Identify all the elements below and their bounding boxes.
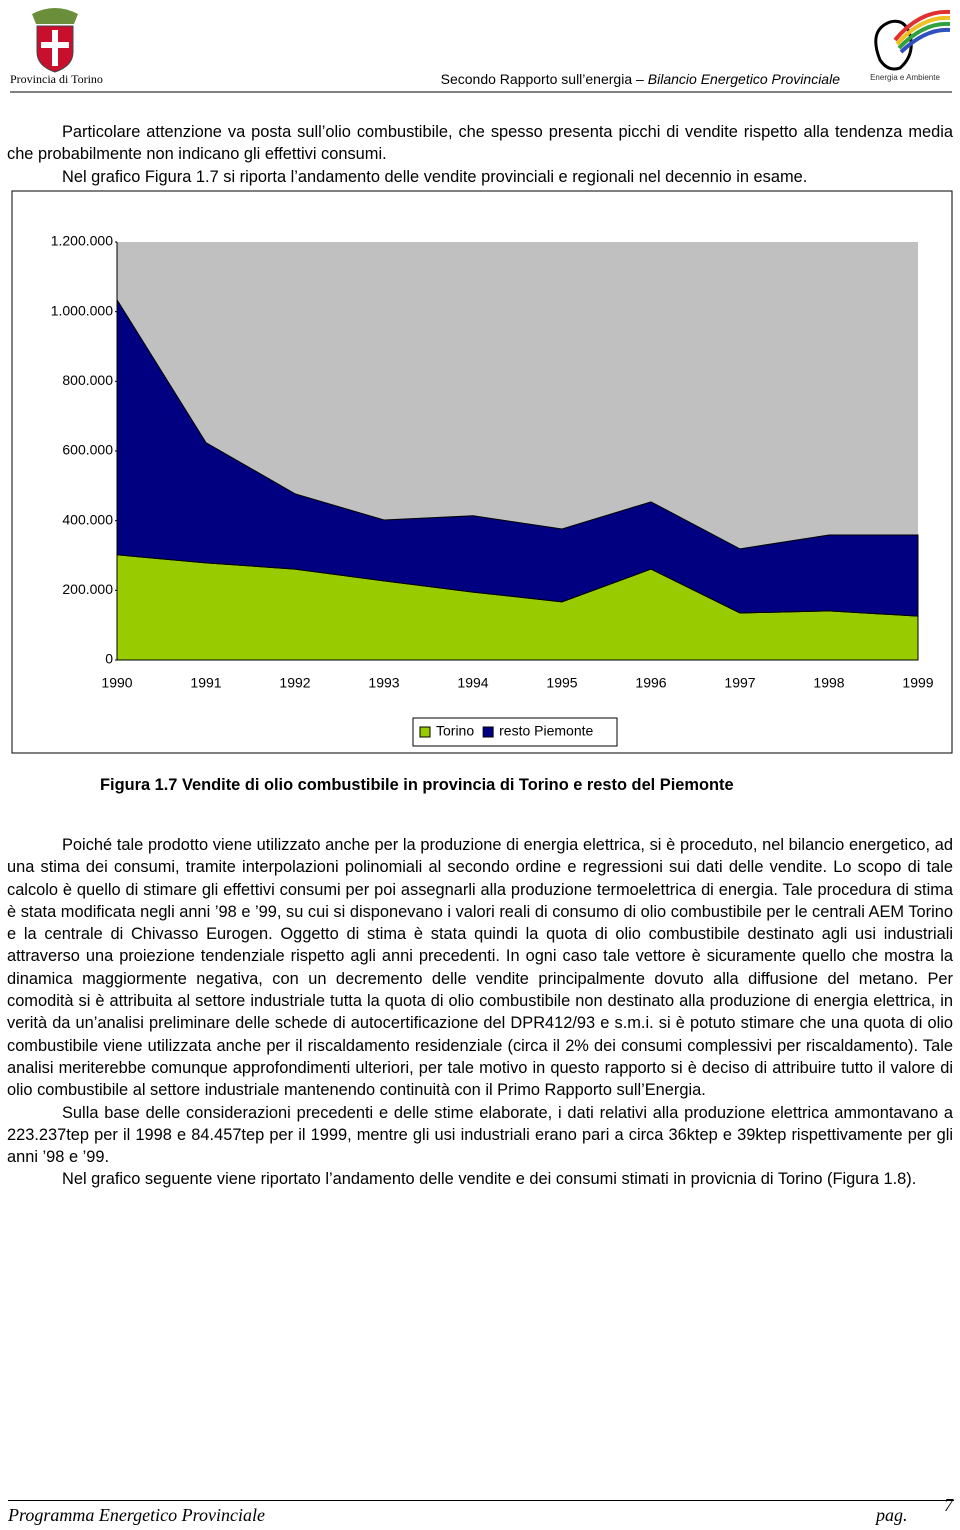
- body-paragraph: Poiché tale prodotto viene utilizzato an…: [7, 836, 953, 1100]
- logo-cross: [41, 42, 69, 48]
- x-tick-label: 1996: [635, 675, 666, 691]
- header-left: Provincia di Torino: [10, 72, 103, 86]
- energy-logo: [874, 9, 951, 71]
- legend-swatch: [482, 726, 494, 738]
- logo-crown: [32, 8, 78, 24]
- y-tick-label: 800.000: [62, 372, 113, 388]
- intro-text: Particolare attenzione va posta sull’oli…: [7, 121, 953, 188]
- page-number: 7: [944, 1495, 953, 1515]
- intro-sentence: Particolare attenzione va posta sull’oli…: [7, 123, 953, 164]
- legend-swatch: [419, 726, 431, 738]
- y-tick-label: 1.000.000: [51, 302, 113, 318]
- x-tick-label: 1995: [546, 675, 577, 691]
- x-tick-label: 1993: [368, 675, 399, 691]
- y-tick-label: 200.000: [62, 581, 113, 597]
- y-tick-label: 400.000: [62, 511, 113, 527]
- legend-box: [412, 717, 618, 747]
- header: Provincia di Torino Secondo Rapporto sul…: [10, 8, 952, 93]
- x-tick-label: 1992: [279, 675, 310, 691]
- report-subtitle: Bilancio Energetico Provinciale: [648, 71, 840, 87]
- intro: Particolare attenzione va posta sull’oli…: [7, 121, 953, 188]
- y-tick-label: 600.000: [62, 442, 113, 458]
- page-label: pag.: [876, 1505, 908, 1525]
- y-tick-label: 1.200.000: [51, 233, 113, 249]
- x-tick-label: 1997: [724, 675, 755, 691]
- footer-title: Programma Energetico Provinciale: [8, 1505, 265, 1525]
- header-title: Secondo Rapporto sull’energia – Bilancio …: [441, 71, 841, 87]
- chart: 0 200.000 400.000 600.000 800.000 1.000.000 1.…: [11, 190, 953, 754]
- y-tick-label: 0: [105, 651, 113, 667]
- intro-sentence: Nel grafico Figura 1.7 si riporta l’anda…: [62, 167, 808, 186]
- province-logo: [32, 8, 78, 73]
- caption: Figura 1.7 Vendite di olio combustibile …: [100, 776, 734, 794]
- x-tick-label: 1990: [101, 675, 132, 691]
- legend-label: Torino: [436, 723, 474, 739]
- x-tick-label: 1994: [457, 675, 488, 691]
- area: [116, 298, 919, 617]
- logo-text: Energia e Ambiente: [870, 73, 940, 82]
- x-tick-label: 1991: [190, 675, 221, 691]
- x-tick-label: 1999: [902, 675, 933, 691]
- body-paragraph: Sulla base delle considerazioni preceden…: [7, 1103, 953, 1167]
- body-paragraph: Nel grafico seguente viene riportato l’a…: [62, 1170, 917, 1189]
- footer: Programma Energetico Provinciale pag. 7: [8, 1495, 954, 1525]
- legend-label: resto Piemonte: [499, 723, 593, 739]
- body: Poiché tale prodotto viene utilizzato an…: [7, 834, 953, 1191]
- x-tick-label: 1998: [813, 675, 844, 691]
- report-title: Secondo Rapporto sull’energia –: [441, 71, 644, 87]
